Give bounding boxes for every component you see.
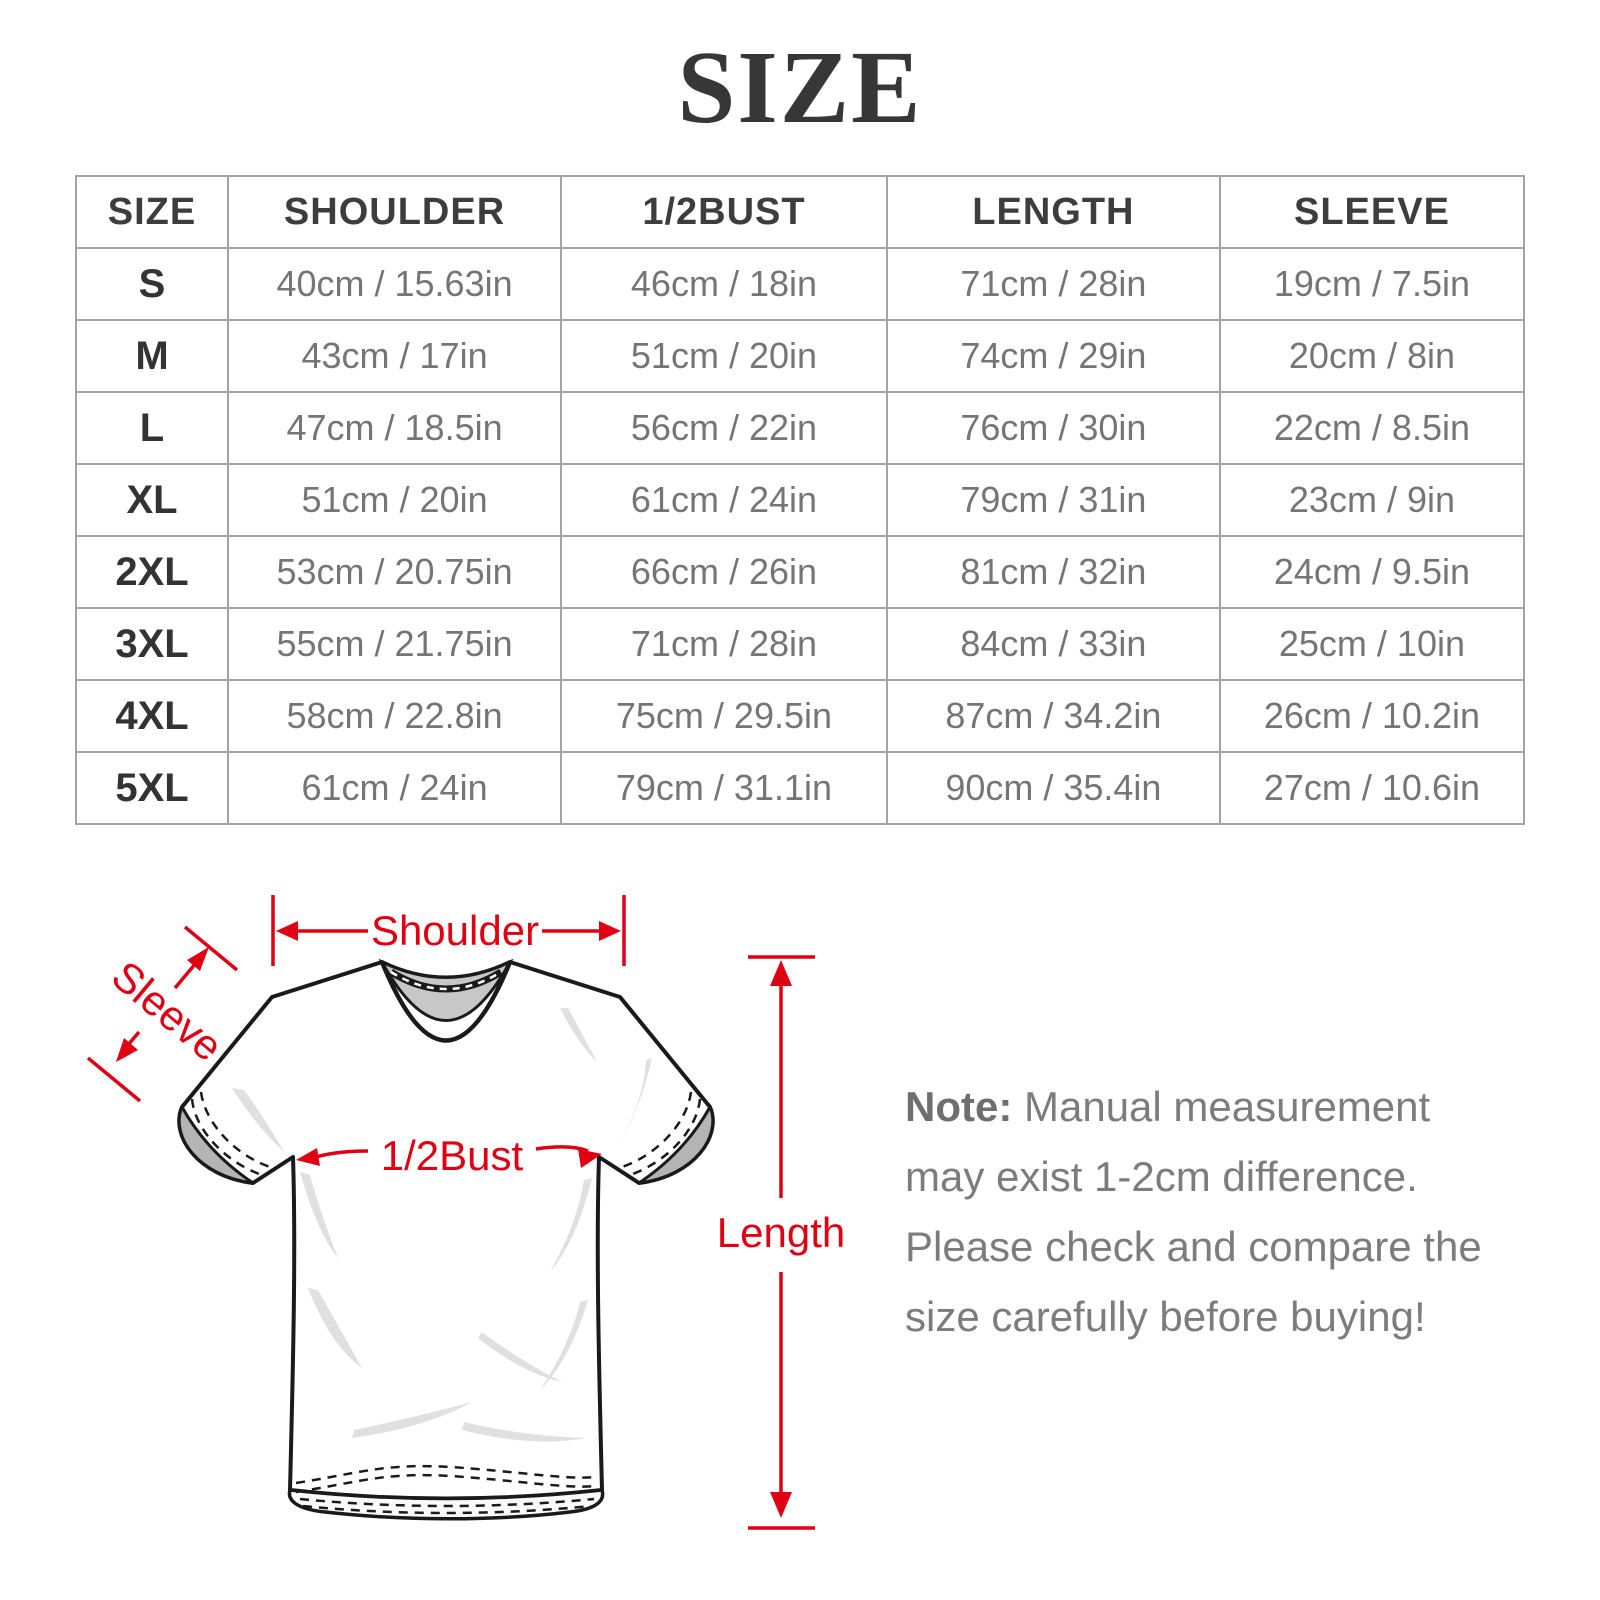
table-cell: 61cm / 24in xyxy=(560,463,888,537)
length-down-arrowhead xyxy=(770,1492,792,1518)
size-label: XL xyxy=(74,463,230,537)
table-cell: 75cm / 29.5in xyxy=(560,679,888,753)
tshirt-illustration xyxy=(177,958,715,1521)
table-cell: 25cm / 10in xyxy=(1218,607,1526,681)
table-cell: 76cm / 30in xyxy=(885,391,1221,465)
wrinkle-shading xyxy=(232,1008,652,1442)
column-header-length: LENGTH xyxy=(885,175,1221,249)
table-row: L 47cm / 18.5in 56cm / 22in 76cm / 30in … xyxy=(74,391,1526,465)
sleeve-down-arrowhead xyxy=(116,1038,138,1062)
size-label: 3XL xyxy=(74,607,230,681)
column-header-bust: 1/2BUST xyxy=(560,175,888,249)
table-cell: 66cm / 26in xyxy=(560,535,888,609)
table-row: S 40cm / 15.63in 46cm / 18in 71cm / 28in… xyxy=(74,247,1526,321)
size-label: 2XL xyxy=(74,535,230,609)
table-cell: 51cm / 20in xyxy=(560,319,888,393)
table-cell: 81cm / 32in xyxy=(885,535,1221,609)
table-row: M 43cm / 17in 51cm / 20in 74cm / 29in 20… xyxy=(74,319,1526,393)
table-cell: 58cm / 22.8in xyxy=(227,679,563,753)
table-cell: 20cm / 8in xyxy=(1218,319,1526,393)
length-dimension: Length xyxy=(717,955,845,1530)
sleeve-up-arrowhead xyxy=(187,947,209,971)
table-cell: 84cm / 33in xyxy=(885,607,1221,681)
table-cell: 79cm / 31in xyxy=(885,463,1221,537)
table-cell: 90cm / 35.4in xyxy=(885,751,1221,825)
table-cell: 23cm / 9in xyxy=(1218,463,1526,537)
sleeve-bottom-tick xyxy=(86,1056,142,1103)
table-cell: 71cm / 28in xyxy=(560,607,888,681)
shoulder-dimension: Shoulder xyxy=(271,895,626,966)
sleeve-top-tick xyxy=(183,925,239,972)
table-row: 3XL 55cm / 21.75in 71cm / 28in 84cm / 33… xyxy=(74,607,1526,681)
length-label: Length xyxy=(717,1209,845,1256)
table-row: XL 51cm / 20in 61cm / 24in 79cm / 31in 2… xyxy=(74,463,1526,537)
shoulder-left-arrowhead xyxy=(276,921,298,941)
note-body: Manual measurement may exist 1-2cm diffe… xyxy=(905,1083,1482,1340)
note-label: Note: xyxy=(905,1083,1013,1130)
half-bust-dimension: 1/2Bust xyxy=(296,1132,602,1179)
table-cell: 46cm / 18in xyxy=(560,247,888,321)
size-label: L xyxy=(74,391,230,465)
table-cell: 61cm / 24in xyxy=(227,751,563,825)
table-cell: 56cm / 22in xyxy=(560,391,888,465)
shoulder-label: Shoulder xyxy=(371,907,539,954)
table-row: 5XL 61cm / 24in 79cm / 31.1in 90cm / 35.… xyxy=(74,751,1526,825)
size-label: S xyxy=(74,247,230,321)
bust-left-arrowhead xyxy=(296,1148,320,1166)
note-text: Note: Manual measurement may exist 1-2cm… xyxy=(905,1072,1505,1352)
size-label: M xyxy=(74,319,230,393)
size-table: SIZE SHOULDER 1/2BUST LENGTH SLEEVE S 40… xyxy=(74,175,1526,825)
table-cell: 71cm / 28in xyxy=(885,247,1221,321)
column-header-size: SIZE xyxy=(74,175,230,249)
right-sleeve-opening xyxy=(638,1103,715,1185)
page-title: SIZE xyxy=(677,30,923,145)
column-header-shoulder: SHOULDER xyxy=(227,175,563,249)
bust-right-arrowhead xyxy=(578,1149,602,1168)
table-header-row: SIZE SHOULDER 1/2BUST LENGTH SLEEVE xyxy=(74,175,1526,249)
table-row: 2XL 53cm / 20.75in 66cm / 26in 81cm / 32… xyxy=(74,535,1526,609)
stitching xyxy=(190,1091,702,1515)
table-cell: 47cm / 18.5in xyxy=(227,391,563,465)
table-cell: 87cm / 34.2in xyxy=(885,679,1221,753)
size-label: 5XL xyxy=(74,751,230,825)
table-cell: 26cm / 10.2in xyxy=(1218,679,1526,753)
half-bust-label: 1/2Bust xyxy=(381,1132,524,1179)
table-cell: 55cm / 21.75in xyxy=(227,607,563,681)
table-cell: 19cm / 7.5in xyxy=(1218,247,1526,321)
table-cell: 51cm / 20in xyxy=(227,463,563,537)
shoulder-right-arrowhead xyxy=(599,921,621,941)
length-up-arrowhead xyxy=(770,960,792,986)
table-cell: 53cm / 20.75in xyxy=(227,535,563,609)
left-sleeve-opening xyxy=(177,1103,254,1185)
column-header-sleeve: SLEEVE xyxy=(1218,175,1526,249)
table-cell: 27cm / 10.6in xyxy=(1218,751,1526,825)
table-cell: 74cm / 29in xyxy=(885,319,1221,393)
table-cell: 24cm / 9.5in xyxy=(1218,535,1526,609)
table-cell: 43cm / 17in xyxy=(227,319,563,393)
table-cell: 22cm / 8.5in xyxy=(1218,391,1526,465)
table-cell: 79cm / 31.1in xyxy=(560,751,888,825)
collar-stitch-dashes xyxy=(390,970,502,991)
table-cell: 40cm / 15.63in xyxy=(227,247,563,321)
size-label: 4XL xyxy=(74,679,230,753)
table-row: 4XL 58cm / 22.8in 75cm / 29.5in 87cm / 3… xyxy=(74,679,1526,753)
front-neckline xyxy=(379,961,513,1043)
